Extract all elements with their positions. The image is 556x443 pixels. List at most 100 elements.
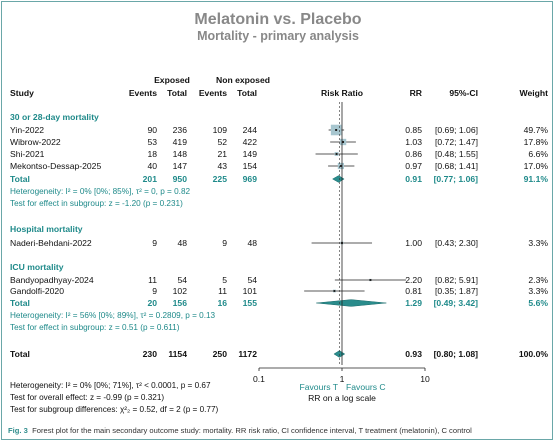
events-control-sum: 16 [217,298,227,308]
header-risk-ratio: Risk Ratio [321,88,363,98]
events-control-sum: 250 [213,349,228,359]
pooled-weight: 5.6% [528,298,548,308]
x-axis-label: RR on a log scale [308,393,376,403]
weight-value: 49.7% [524,125,549,135]
header-total-control: Total [237,88,257,98]
study-name: Bandyopadhyay-2024 [10,275,94,285]
subgroup-heading: 30 or 28-day mortality [10,112,99,122]
rr-value: 0.86 [405,149,422,159]
caption-label: Fig. 3 [8,426,28,435]
weight-value: 17.8% [524,137,549,147]
header-weight: Weight [520,88,549,98]
total-control: 101 [243,286,258,296]
header-exposed: Exposed [154,75,190,85]
caption-text: Forest plot for the main secondary outco… [32,426,472,435]
total-exposed: 147 [173,161,188,171]
ci-value: [0.35; 1.87] [435,286,478,296]
total-exposed: 236 [173,125,188,135]
total-control: 422 [243,137,258,147]
favours-right-label: Favours C [346,382,386,392]
pooled-diamond [316,299,387,307]
overall-stat: Test for subgroup differences: χ²₂ = 0.5… [10,405,219,414]
pooled-rr: 0.91 [405,174,422,184]
weight-value: 17.0% [524,161,549,171]
total-exposed: 48 [177,238,187,248]
events-exposed: 11 [148,275,157,285]
ci-value: [0.68; 1.41] [435,161,478,171]
total-exposed-sum: 156 [173,298,188,308]
rr-value: 1.00 [405,238,422,248]
rr-value: 0.97 [405,161,422,171]
overall-total-label: Total [10,349,30,359]
header-non-exposed: Non exposed [216,75,270,85]
rr-value: 0.85 [405,125,422,135]
subgroup-heading: Hospital mortality [10,224,83,234]
pooled-ci: [0.80; 1.08] [434,349,479,359]
events-control: 5 [222,275,227,285]
pooled-ci: [0.49; 3.42] [434,298,479,308]
header-events-control: Events [199,88,227,98]
events-control: 11 [218,286,227,296]
total-control: 54 [247,275,257,285]
header-ci: 95%-CI [449,88,478,98]
events-control: 9 [222,238,227,248]
subgroup-effect-test: Test for effect in subgroup: z = 0.51 (p… [10,323,180,332]
chart-title: Melatonin vs. Placebo [194,11,361,28]
events-exposed: 53 [147,137,157,147]
header-events-exposed: Events [129,88,157,98]
rr-value: 1.03 [405,137,422,147]
study-name: Gandolfi-2020 [10,286,64,296]
x-tick-label: 10 [420,374,430,384]
total-control: 154 [243,161,258,171]
pooled-diamond [332,175,345,183]
weight-value: 3.3% [528,238,548,248]
favours-left-label: Favours T [299,382,338,392]
events-exposed-sum: 201 [143,174,158,184]
ci-value: [0.69; 1.06] [435,125,478,135]
study-name: Naderi-Behdani-2022 [10,238,92,248]
point-estimate [335,129,338,131]
subgroup-total-label: Total [10,174,30,184]
study-name: Shi-2021 [10,149,45,159]
events-exposed: 40 [147,161,157,171]
subgroup-heading: ICU mortality [10,262,64,272]
total-control: 244 [243,125,258,135]
ci-value: [0.43; 2.30] [435,238,478,248]
total-exposed: 419 [173,137,188,147]
total-control-sum: 155 [243,298,258,308]
events-control: 52 [217,137,227,147]
events-control: 21 [217,149,227,159]
point-estimate [333,290,336,292]
events-exposed: 18 [147,149,157,159]
pooled-rr: 0.93 [405,349,422,359]
weight-value: 3.3% [528,286,548,296]
ci-value: [0.82; 5.91] [435,275,478,285]
header-total-exposed: Total [167,88,187,98]
chart-subtitle: Mortality - primary analysis [197,29,359,43]
ci-value: [0.48; 1.55] [435,149,478,159]
subgroup-total-label: Total [10,298,30,308]
subgroup-effect-test: Test for effect in subgroup: z = -1.20 (… [10,199,183,208]
total-control-sum: 1172 [238,349,257,359]
events-exposed-sum: 230 [143,349,158,359]
events-control: 109 [213,125,228,135]
study-name: Yin-2022 [10,125,44,135]
study-name: Wibrow-2022 [10,137,61,147]
events-control-sum: 225 [213,174,228,184]
total-exposed: 54 [177,275,187,285]
point-estimate [342,141,345,143]
total-exposed: 102 [173,286,188,296]
weight-value: 6.6% [528,149,548,159]
total-control: 149 [243,149,258,159]
total-exposed: 148 [173,149,188,159]
ci-value: [0.72; 1.47] [435,137,478,147]
weight-value: 2.3% [528,275,548,285]
subgroup-heterogeneity: Heterogeneity: I² = 0% [0%; 85%], τ² = 0… [10,187,190,196]
events-control: 43 [217,161,227,171]
events-exposed: 9 [152,286,157,296]
point-estimate [369,279,372,281]
rr-value: 2.20 [405,275,422,285]
header-study: Study [10,88,34,98]
